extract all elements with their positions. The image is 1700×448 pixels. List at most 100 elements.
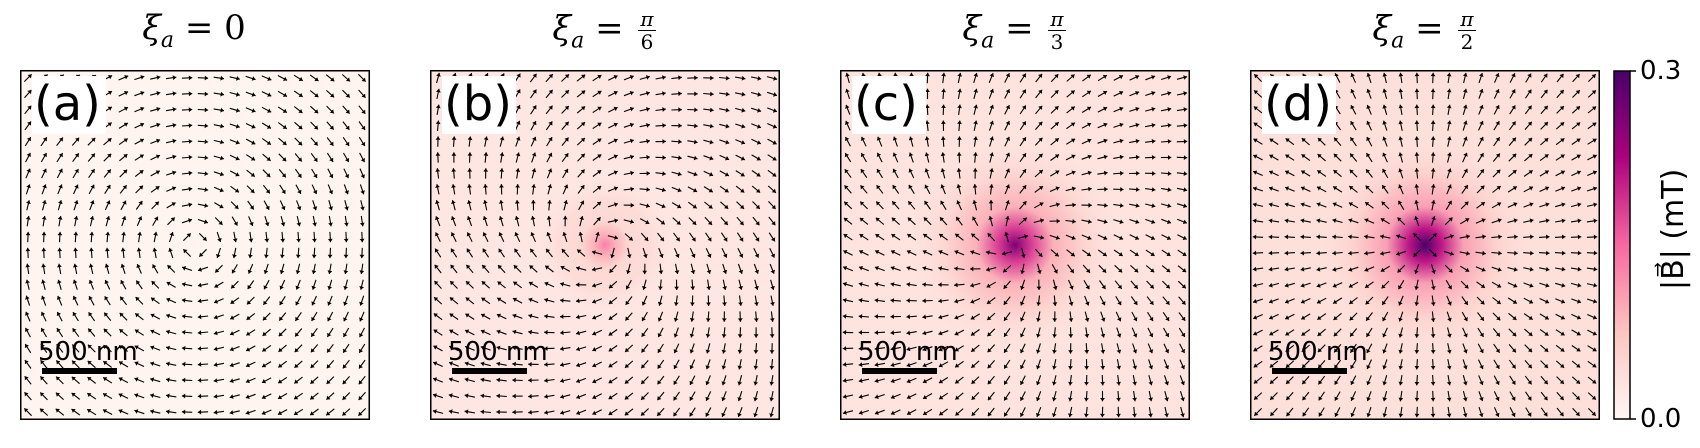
field-arrow-head [753,381,759,386]
field-arrow-head [1053,269,1058,274]
field-arrow-head [1577,234,1582,240]
field-arrow-head [844,153,849,158]
field-arrow-head [1495,364,1500,369]
field-arrow-head [295,254,301,259]
field-arrow-head [202,236,207,241]
field-arrow-head [1149,300,1154,305]
field-arrow-head [204,123,209,129]
field-arrow-head [229,378,234,383]
field-arrow-head [532,73,537,78]
field-arrow-head [1070,252,1075,257]
field-arrow-head [1577,202,1582,208]
field-arrow-head [213,394,218,399]
field-arrow-head [989,89,994,93]
field-arrow-head [1022,121,1026,126]
field-arrow-head [738,302,743,306]
field-arrow-head [1167,139,1172,144]
field-arrow-head [1432,233,1437,238]
field-arrow-head [971,411,976,416]
field-arrow-head [528,393,532,399]
field-arrow-head [24,392,29,397]
field-arrow-head [1382,168,1387,173]
field-arrow-head [642,270,648,275]
field-arrow-head [689,412,694,417]
field-arrow-head [1463,349,1468,354]
field-arrow-head [1414,286,1419,290]
field-arrow-head [1560,154,1565,159]
field-arrow-head [1301,347,1306,352]
field-arrow-head [1301,170,1306,175]
field-arrow-head [1561,234,1566,240]
field-arrow-head [1040,235,1044,240]
field-arrow-head [512,377,516,383]
field-arrow-head [137,231,142,236]
field-arrow-head [940,184,945,189]
field-arrow-head [1398,365,1404,370]
field-arrow-head [890,410,895,415]
field-arrow-head [592,331,597,336]
field-arrow-head [87,409,92,414]
field-arrow-head [188,154,193,160]
field-arrow-head [57,216,63,220]
field-arrow-head [449,329,454,334]
field-arrow-head [576,266,580,271]
field-arrow-head [1333,332,1338,337]
field-arrow-head [197,346,202,351]
field-arrow-head [1575,395,1580,400]
field-arrow-head [1348,250,1352,256]
field-arrow-head [58,153,63,158]
field-arrow-head [1332,267,1337,272]
field-arrow-head [691,237,696,242]
field-arrow-head [1544,154,1549,159]
field-arrow-head [229,394,234,399]
field-arrow-head [1560,138,1565,143]
field-arrow-head [891,250,896,255]
field-arrow-head [1166,251,1171,256]
field-arrow-head [26,200,31,204]
field-arrow-head [922,314,927,320]
field-arrow-head [1334,364,1339,369]
field-arrow-head [1593,250,1598,256]
field-arrow-head [1166,235,1171,240]
field-arrow-head [481,297,486,302]
field-arrow-head [922,282,926,287]
field-arrow-head [1316,218,1321,224]
field-arrow-head [709,107,714,113]
field-arrow-head [1101,284,1106,289]
field-arrow-head [1382,317,1387,322]
field-arrow-head [1051,413,1057,417]
field-arrow-head [1118,75,1123,80]
field-arrow-head [218,220,223,225]
field-arrow-head [1463,317,1468,322]
field-arrow-head [1284,202,1289,207]
field-arrow-head [435,168,441,172]
field-arrow-head [232,238,238,243]
field-arrow-head [1592,379,1597,384]
field-arrow-head [597,122,602,127]
field-arrow-head [118,409,123,414]
field-arrow-head [544,394,548,399]
panel-b: (b)500 nm [430,70,780,420]
field-arrow-head [1005,184,1010,189]
field-arrow-head [859,266,863,271]
field-arrow-head [1398,184,1403,189]
field-arrow-head [725,75,730,81]
field-arrow-head [662,107,666,112]
field-arrow-head [891,217,896,222]
field-arrow-head [707,237,712,242]
field-arrow-head [613,122,618,127]
field-arrow-head [294,348,299,353]
field-arrow-head [753,350,759,354]
field-arrow-head [548,105,553,110]
field-arrow-head [642,285,647,290]
field-arrow-head [311,301,316,306]
field-arrow-head [247,284,252,289]
field-arrow-head [613,186,618,191]
field-arrow-head [1513,218,1518,223]
field-arrow-head [1576,122,1581,127]
field-arrow-head [1135,122,1140,128]
field-arrow-head [1167,187,1172,192]
field-arrow-head [513,281,518,286]
field-arrow-head [215,268,220,273]
field-arrow-head [1068,413,1073,418]
